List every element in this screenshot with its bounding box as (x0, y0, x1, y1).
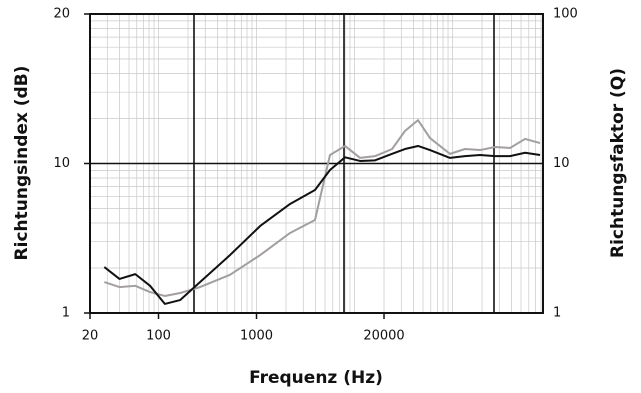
y2-axis-title: Richtungsfaktor (Q) (608, 68, 628, 258)
y-tick-label: 10 (53, 156, 70, 171)
y-tick-label: 20 (53, 7, 70, 22)
x-axis-title: Frequenz (Hz) (249, 368, 383, 388)
y2-tick-label: 100 (553, 7, 578, 22)
x-tick-label: 1000 (240, 329, 273, 344)
y2-tick-label: 10 (553, 156, 570, 171)
y-tick-label: 1 (62, 306, 70, 321)
x-tick-label: 100 (146, 329, 171, 344)
series-line (103, 144, 541, 305)
series-line (104, 119, 541, 297)
x-tick-label: 20000 (363, 329, 404, 344)
x-tick-label: 20 (82, 329, 99, 344)
y-axis-title: Richtungsindex (dB) (12, 66, 32, 261)
y2-tick-label: 1 (553, 306, 561, 321)
plot-frame (89, 13, 544, 314)
